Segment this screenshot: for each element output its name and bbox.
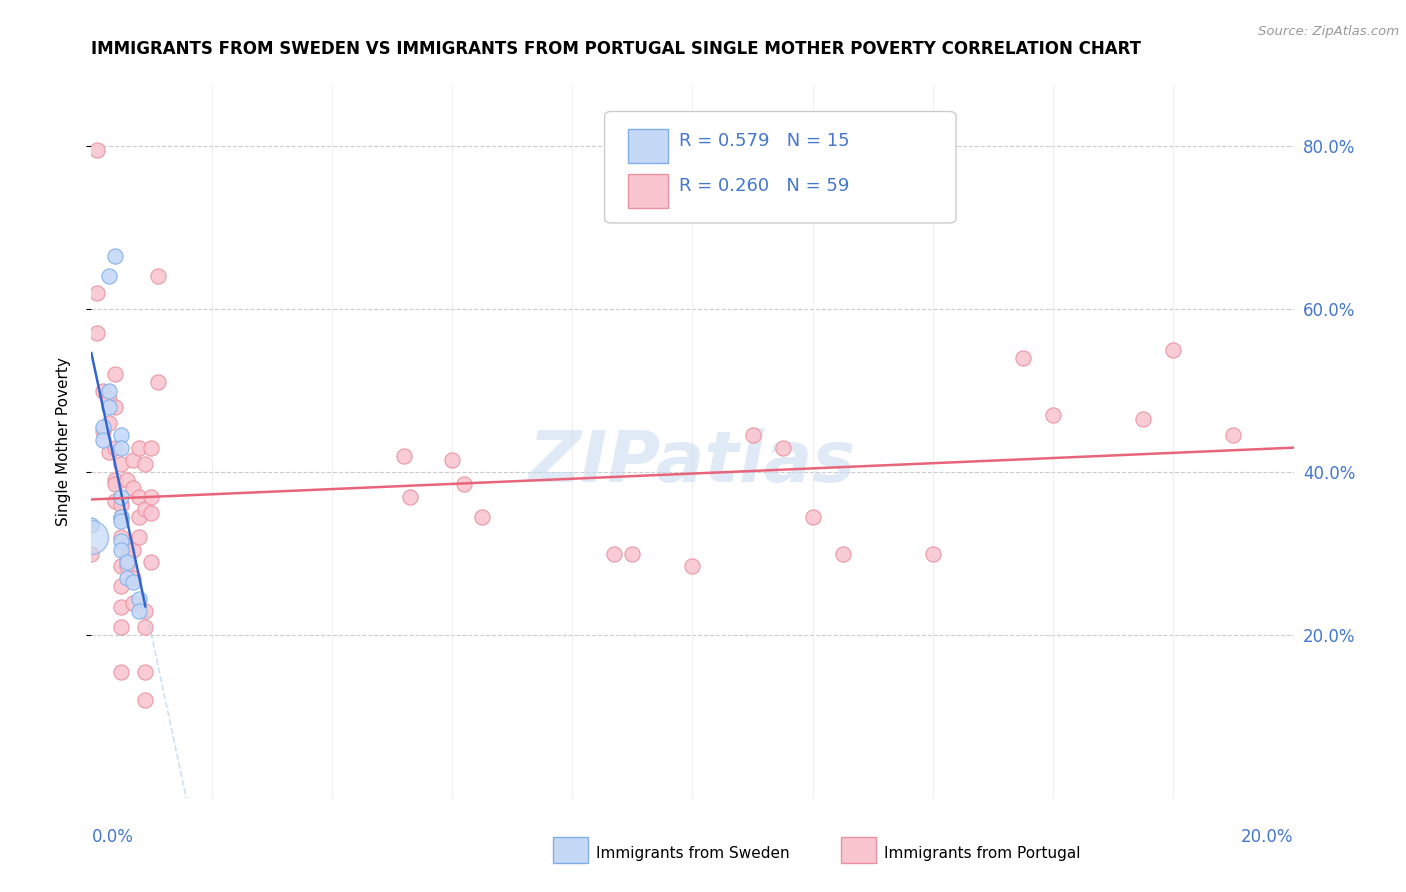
Point	[110, 665, 132, 679]
Text: 0.0%: 0.0%	[91, 828, 134, 846]
Text: R = 0.260   N = 59: R = 0.260 N = 59	[679, 177, 849, 194]
Point	[1222, 428, 1244, 442]
Point	[922, 547, 945, 561]
Point	[80, 518, 103, 533]
Point	[98, 269, 121, 284]
Y-axis label: Single Mother Poverty: Single Mother Poverty	[56, 357, 70, 526]
Point	[110, 441, 132, 455]
Point	[104, 368, 127, 382]
Point	[603, 547, 626, 561]
Point	[141, 506, 163, 520]
Point	[98, 444, 121, 458]
Point	[741, 428, 763, 442]
Point	[110, 558, 132, 573]
Point	[440, 453, 463, 467]
Point	[134, 457, 156, 471]
Point	[621, 547, 644, 561]
Point	[453, 477, 475, 491]
Point	[98, 392, 121, 406]
Point	[110, 510, 132, 524]
Text: ZIPatlas: ZIPatlas	[529, 428, 856, 498]
Text: Immigrants from Sweden: Immigrants from Sweden	[596, 846, 790, 861]
Point	[128, 441, 150, 455]
Point	[98, 384, 121, 398]
Point	[110, 490, 132, 504]
Point	[471, 510, 494, 524]
Point	[831, 547, 853, 561]
Point	[104, 441, 127, 455]
Point	[110, 599, 132, 614]
Point	[117, 473, 139, 487]
Point	[681, 558, 703, 573]
Text: 20.0%: 20.0%	[1241, 828, 1294, 846]
Text: R = 0.579   N = 15: R = 0.579 N = 15	[679, 132, 849, 150]
Point	[110, 620, 132, 634]
Point	[128, 530, 150, 544]
Point	[134, 665, 156, 679]
Point	[86, 285, 108, 300]
Point	[128, 591, 150, 606]
Point	[122, 542, 145, 557]
Point	[117, 539, 139, 553]
Point	[110, 510, 132, 524]
Point	[86, 326, 108, 341]
Point	[122, 575, 145, 590]
Point	[772, 441, 794, 455]
Point	[146, 376, 169, 390]
Point	[128, 490, 150, 504]
Point	[141, 490, 163, 504]
Point	[392, 449, 415, 463]
Point	[128, 510, 150, 524]
Point	[801, 510, 824, 524]
Point	[1042, 408, 1064, 422]
Point	[117, 558, 139, 573]
Point	[110, 428, 132, 442]
Point	[134, 693, 156, 707]
Point	[110, 579, 132, 593]
Point	[122, 596, 145, 610]
Point	[134, 604, 156, 618]
Point	[128, 604, 150, 618]
Point	[1161, 343, 1184, 357]
Point	[141, 555, 163, 569]
Point	[1132, 412, 1154, 426]
Point	[141, 441, 163, 455]
Point	[93, 420, 115, 434]
Point	[104, 400, 127, 414]
Point	[110, 514, 132, 528]
Point	[122, 482, 145, 496]
Point	[110, 530, 132, 544]
Point	[93, 433, 115, 447]
Point	[104, 473, 127, 487]
Text: IMMIGRANTS FROM SWEDEN VS IMMIGRANTS FROM PORTUGAL SINGLE MOTHER POVERTY CORRELA: IMMIGRANTS FROM SWEDEN VS IMMIGRANTS FRO…	[91, 40, 1142, 58]
Point	[93, 384, 115, 398]
Point	[134, 501, 156, 516]
Text: Immigrants from Portugal: Immigrants from Portugal	[884, 846, 1081, 861]
Point	[104, 477, 127, 491]
Point	[146, 269, 169, 284]
Point	[110, 457, 132, 471]
Point	[98, 416, 121, 430]
Point	[399, 490, 422, 504]
Point	[110, 542, 132, 557]
Point	[117, 550, 139, 565]
Point	[1012, 351, 1035, 365]
Point	[104, 249, 127, 263]
Point	[122, 453, 145, 467]
Point	[93, 425, 115, 439]
Point	[98, 400, 121, 414]
Point	[80, 530, 103, 544]
Text: Source: ZipAtlas.com: Source: ZipAtlas.com	[1258, 25, 1399, 38]
Point	[110, 498, 132, 512]
Point	[110, 534, 132, 549]
Point	[86, 143, 108, 157]
Point	[122, 571, 145, 585]
Point	[117, 555, 139, 569]
Point	[134, 620, 156, 634]
Point	[104, 493, 127, 508]
Point	[117, 571, 139, 585]
Point	[80, 547, 103, 561]
